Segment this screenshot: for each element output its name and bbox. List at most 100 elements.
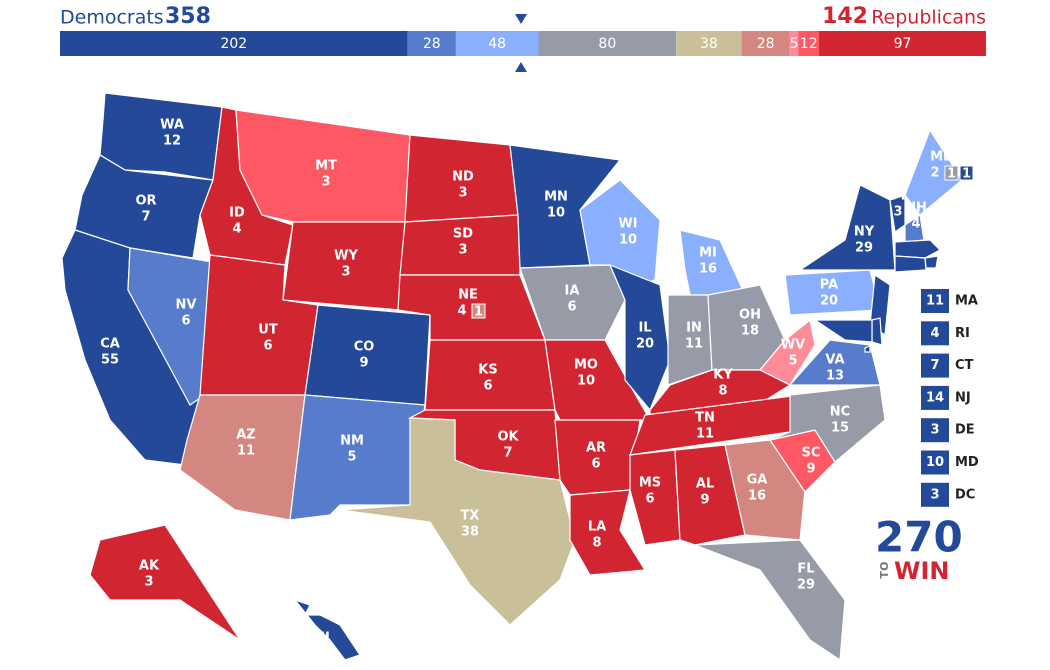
small-states: 11 MA 4 RI 7 CT 14 NJ 3 DE 10 MD 3 DC bbox=[921, 289, 979, 507]
state bbox=[788, 339, 881, 386]
marker-bottom bbox=[515, 62, 527, 72]
district-box bbox=[944, 165, 959, 181]
bar-value: 80 bbox=[598, 36, 616, 52]
small-state-box bbox=[921, 289, 949, 313]
state-votes: 7 bbox=[503, 446, 512, 461]
state bbox=[694, 539, 846, 662]
state-abbr: UT bbox=[258, 323, 278, 338]
state-abbr: IA bbox=[565, 284, 580, 299]
state-votes: 6 bbox=[483, 379, 492, 394]
district-votes: 1 bbox=[962, 167, 971, 182]
bar-value: 38 bbox=[700, 36, 718, 52]
state-votes: 4 bbox=[317, 647, 326, 662]
state-votes: 55 bbox=[101, 353, 119, 368]
state-abbr: HI bbox=[314, 631, 330, 646]
small-state-votes: 10 bbox=[926, 455, 944, 470]
state-abbr: AR bbox=[586, 441, 606, 456]
state-votes: 4 bbox=[457, 304, 466, 319]
bar-value: 28 bbox=[757, 36, 775, 52]
state-abbr: VT bbox=[889, 189, 908, 204]
state bbox=[759, 318, 816, 386]
rep-name: Republicans bbox=[871, 7, 986, 29]
state bbox=[724, 439, 806, 541]
logo: 270 TO WIN bbox=[875, 513, 963, 586]
small-state-votes: 3 bbox=[930, 487, 939, 502]
state-abbr: ND bbox=[452, 170, 474, 185]
state bbox=[864, 345, 871, 353]
small-state-abbr: CT bbox=[955, 358, 974, 373]
state-votes: 12 bbox=[163, 134, 181, 149]
small-state-votes: 3 bbox=[930, 423, 939, 438]
state-abbr: MT bbox=[315, 159, 337, 174]
state-votes: 29 bbox=[797, 578, 815, 593]
state-votes: 6 bbox=[591, 457, 600, 472]
state-votes: 10 bbox=[547, 206, 565, 221]
bar-value: 12 bbox=[800, 36, 818, 52]
small-state-box bbox=[921, 321, 949, 346]
bar-segment bbox=[798, 31, 820, 56]
small-state-abbr: MD bbox=[955, 455, 979, 470]
state bbox=[293, 598, 361, 661]
state-votes: 20 bbox=[636, 337, 654, 352]
small-state-box bbox=[921, 450, 949, 475]
small-state-abbr: DE bbox=[955, 423, 975, 438]
state-votes: 3 bbox=[144, 575, 153, 590]
state-votes: 3 bbox=[341, 265, 350, 280]
state-abbr: KS bbox=[478, 363, 497, 378]
state bbox=[89, 524, 241, 641]
state bbox=[769, 384, 886, 463]
state-abbr: LA bbox=[588, 520, 606, 535]
state-abbr: OK bbox=[497, 430, 519, 445]
bar-segment bbox=[741, 31, 790, 56]
marker-top bbox=[515, 14, 527, 24]
small-state-votes: 7 bbox=[930, 358, 939, 373]
state-abbr: IL bbox=[638, 321, 651, 336]
states bbox=[61, 92, 963, 662]
state-abbr: NH bbox=[905, 201, 927, 216]
bar-value: 202 bbox=[220, 36, 247, 52]
state-votes: 2 bbox=[930, 166, 939, 181]
state-votes: 5 bbox=[347, 450, 356, 465]
state-votes: 11 bbox=[685, 337, 703, 352]
state-abbr: NC bbox=[830, 405, 850, 420]
bar-value: 5 bbox=[790, 36, 799, 52]
bar-segment bbox=[538, 31, 677, 56]
state-abbr: KY bbox=[713, 368, 733, 383]
state-abbr: MO bbox=[574, 358, 598, 373]
state bbox=[894, 255, 927, 273]
bar-value: 48 bbox=[488, 36, 506, 52]
small-state-abbr: MA bbox=[955, 294, 978, 309]
state bbox=[924, 255, 939, 269]
small-state-votes: 4 bbox=[930, 326, 939, 341]
bar-segment bbox=[455, 31, 539, 56]
state-votes: 18 bbox=[741, 324, 759, 339]
state-votes: 10 bbox=[619, 233, 637, 248]
state-votes: 9 bbox=[806, 462, 815, 477]
state-votes: 15 bbox=[831, 421, 849, 436]
district-votes: 1 bbox=[947, 167, 956, 182]
state-abbr: SC bbox=[802, 446, 821, 461]
state-votes: 8 bbox=[592, 536, 601, 551]
bar-segment bbox=[60, 31, 408, 56]
logo-small: TO bbox=[878, 562, 891, 579]
state-abbr: WY bbox=[334, 249, 358, 264]
state-abbr: ME bbox=[930, 150, 952, 165]
small-state-box bbox=[921, 385, 949, 410]
logo-number: 270 bbox=[875, 513, 963, 562]
district-votes: 1 bbox=[474, 305, 483, 320]
state-votes: 16 bbox=[748, 489, 766, 504]
state-votes: 6 bbox=[567, 300, 576, 315]
state-abbr: MS bbox=[639, 476, 661, 491]
state-abbr: NY bbox=[854, 225, 875, 240]
state-abbr: MN bbox=[544, 190, 568, 205]
bar: 202 28 48 80 38 28 5 12 97 bbox=[60, 31, 986, 56]
small-state-box bbox=[921, 482, 949, 507]
state-votes: 20 bbox=[820, 294, 838, 309]
state-abbr: GA bbox=[747, 473, 768, 488]
state-votes: 10 bbox=[577, 374, 595, 389]
state bbox=[813, 319, 873, 343]
state-votes: 9 bbox=[359, 356, 368, 371]
state-votes: 8 bbox=[718, 384, 727, 399]
state-votes: 7 bbox=[141, 210, 150, 225]
state-abbr: ID bbox=[229, 206, 245, 221]
